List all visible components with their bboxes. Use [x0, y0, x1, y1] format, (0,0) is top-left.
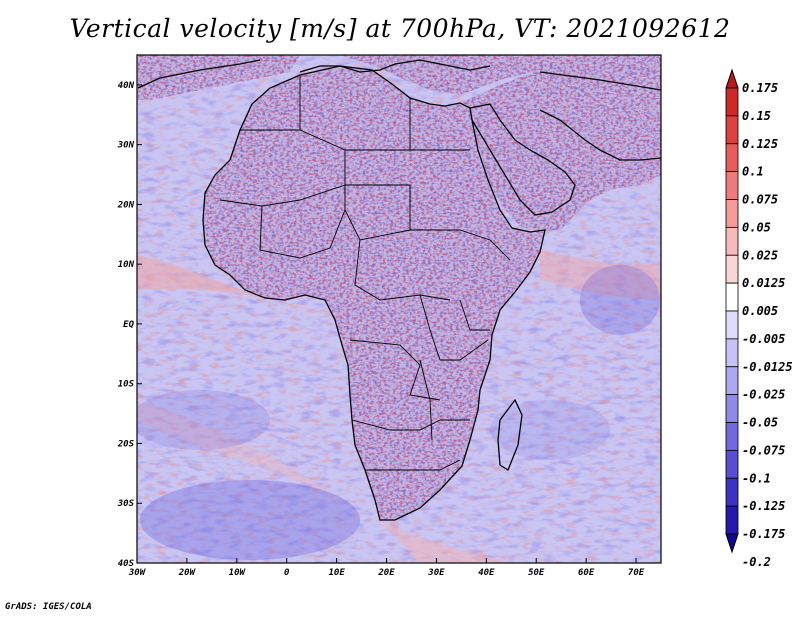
colorbar-swatch: [725, 226, 739, 256]
country-borders: [219, 75, 511, 471]
colorbar-swatch: [725, 171, 739, 200]
lat-label: EQ: [123, 320, 134, 330]
colorbar-label: -0.025: [742, 388, 785, 402]
lon-label: 60E: [578, 568, 595, 578]
lon-label: 50E: [528, 568, 545, 578]
lat-label: 20N: [117, 200, 135, 210]
lat-label: 30N: [117, 141, 135, 151]
colorbar-swatch: [725, 366, 739, 396]
lat-label: 40S: [118, 559, 135, 569]
lon-label: 30E: [427, 568, 445, 578]
colorbar-label: 0.005: [742, 304, 778, 318]
colorbar-label: 0.075: [742, 193, 778, 207]
colorbar-label: -0.125: [742, 499, 785, 513]
lat-label: 20S: [117, 439, 135, 449]
colorbar-swatch: [725, 87, 739, 117]
lat-label: 40N: [118, 81, 135, 91]
colorbar-swatch: [725, 254, 739, 284]
lon-label: 30W: [128, 568, 147, 578]
colorbar-label: 0.15: [742, 109, 771, 123]
lon-label: 20E: [377, 568, 395, 578]
colorbar-label: 0.0125: [742, 276, 785, 290]
colorbar-label: -0.005: [742, 332, 785, 346]
latitude-axis: 40N 30N 20N 10N EQ 10S 20S 30S 40S: [117, 81, 142, 569]
coastlines: [137, 59, 661, 521]
lon-label: 40E: [478, 568, 495, 578]
colorbar-label: 0.1: [742, 165, 764, 179]
lon-label: 0: [284, 568, 290, 578]
colorbar-swatch: [725, 449, 739, 479]
map-title: Vertical velocity [m/s] at 700hPa, VT: 2…: [69, 14, 731, 43]
colorbar-swatch: [725, 115, 739, 145]
colorbar: 0.175 0.15 0.125 0.1 0.075 0.05 0.025 0.0125 0.0…: [725, 68, 793, 569]
colorbar-bottom-arrow: [725, 533, 739, 554]
colorbar-label: -0.0125: [742, 360, 793, 374]
colorbar-swatch: [725, 143, 739, 173]
lon-label: 10E: [328, 568, 345, 578]
colorbar-swatch: [725, 505, 739, 535]
colorbar-swatch: [725, 477, 739, 507]
colorbar-swatch: [725, 199, 739, 228]
longitude-axis: 30W 20W 10W 0 10E 20E 30E 40E 50E 60E 70E: [128, 558, 645, 578]
colorbar-label: 0.175: [742, 81, 778, 95]
colorbar-top-arrow: [725, 68, 739, 89]
colorbar-label: -0.1: [742, 471, 771, 485]
colorbar-label: 0.025: [742, 248, 778, 262]
colorbar-label: -0.175: [742, 527, 785, 541]
lon-label: 20W: [178, 568, 197, 578]
colorbar-label: -0.05: [742, 416, 778, 430]
colorbar-label: -0.075: [742, 443, 785, 457]
colorbar-label: 0.05: [742, 220, 771, 234]
grads-credit: GrADS: IGES/COLA: [5, 602, 92, 612]
colorbar-label: 0.125: [742, 137, 778, 151]
lon-label: 10W: [229, 568, 247, 578]
colorbar-label: -0.2: [742, 555, 771, 569]
colorbar-swatch: [725, 338, 739, 368]
lat-label: 10S: [118, 380, 135, 390]
map-frame: [136, 54, 662, 564]
colorbar-swatch: [725, 310, 739, 340]
colorbar-swatch: [725, 282, 739, 312]
colorbar-swatch: [725, 422, 739, 451]
lat-label: 30S: [117, 499, 135, 509]
colorbar-swatch: [725, 394, 739, 423]
lat-label: 10N: [118, 260, 135, 270]
lon-label: 70E: [628, 568, 645, 578]
